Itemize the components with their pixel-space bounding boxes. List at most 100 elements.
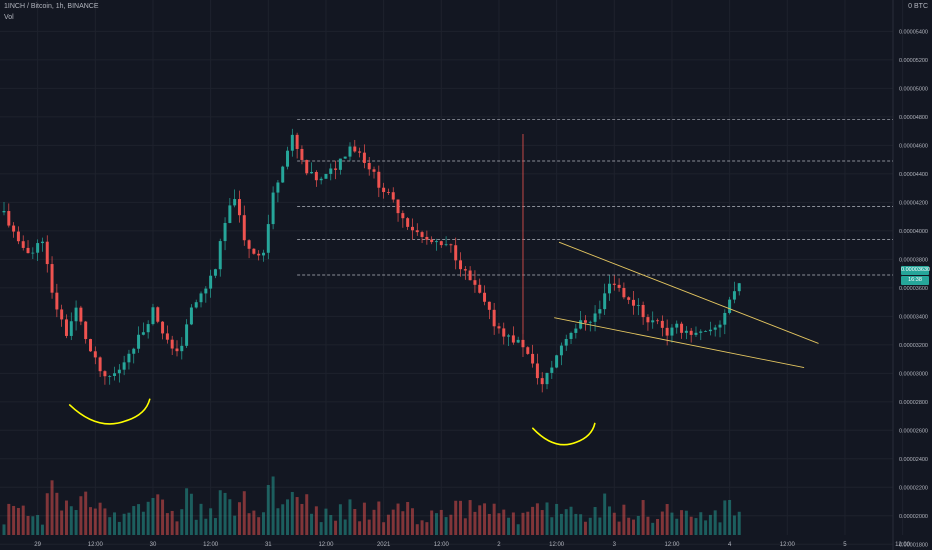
candle-body	[305, 159, 309, 174]
candle-body	[425, 236, 429, 240]
price-tick-label: 0.00004200	[899, 200, 928, 206]
time-tick-label: 12:00	[664, 542, 680, 548]
candle-body	[699, 331, 703, 333]
candle-body	[391, 192, 395, 200]
candle-body	[401, 213, 405, 219]
volume-bar	[708, 514, 712, 535]
volume-bar	[497, 513, 501, 535]
candle-body	[670, 327, 674, 336]
candle-body	[286, 150, 290, 167]
volume-bar	[113, 512, 117, 535]
last-price-badge: 0.00003630	[901, 266, 931, 275]
volume-bar	[627, 517, 631, 535]
candle-body	[31, 252, 35, 254]
volume-bar	[396, 503, 400, 535]
volume-bar	[64, 500, 68, 535]
volume-bar	[108, 517, 112, 535]
volume-bars	[2, 476, 741, 535]
candle-body	[656, 320, 660, 322]
candle-body	[728, 299, 732, 313]
price-tick-label: 0.00003000	[899, 371, 928, 377]
candle-body	[598, 309, 602, 314]
candle-body	[511, 335, 515, 343]
volume-bar	[454, 500, 458, 535]
volume-bar	[233, 515, 237, 535]
volume-bar	[161, 499, 165, 535]
chart-title: 1INCH / Bitcoin, 1h, BINANCE	[4, 3, 99, 10]
candle-body	[579, 320, 583, 329]
candle-body	[7, 211, 11, 226]
candle-body	[444, 244, 448, 246]
time-tick-label: 12:00	[780, 542, 796, 548]
price-tick-label: 0.00002000	[899, 514, 928, 520]
volume-bar	[151, 497, 155, 535]
volume-bar	[425, 522, 429, 535]
volume-bar	[704, 520, 708, 535]
volume-bar	[228, 499, 232, 535]
currency-label[interactable]: 0 BTC	[908, 3, 928, 10]
volume-bar	[728, 499, 732, 535]
candle-body	[247, 240, 251, 249]
time-tick-label: 31	[265, 542, 272, 548]
volume-bar	[531, 506, 535, 535]
candle-body	[113, 373, 117, 376]
volume-bar	[723, 500, 727, 535]
candle-body	[40, 241, 44, 244]
price-tick-label: 0.00005000	[899, 86, 928, 92]
hand-drawn-markers	[68, 398, 596, 446]
volume-bar	[137, 504, 141, 535]
volume-bar	[305, 494, 309, 535]
candle-body	[16, 231, 20, 242]
volume-bar	[386, 514, 390, 535]
volume-bar	[550, 517, 554, 535]
volume-bar	[622, 504, 626, 535]
candle-body	[550, 367, 554, 373]
candle-body	[93, 351, 97, 358]
time-tick-label: 2021	[377, 542, 391, 548]
volume-bar	[194, 519, 198, 535]
volume-bar	[694, 518, 698, 535]
candle-body	[617, 284, 621, 288]
volume-bar	[252, 510, 256, 535]
volume-bar	[84, 491, 88, 535]
price-tick-label: 0.00002200	[899, 485, 928, 491]
volume-bar	[358, 521, 362, 535]
candle-body	[627, 297, 631, 300]
countdown-badge: 16:38	[901, 276, 929, 285]
volume-bar	[593, 507, 597, 535]
candle-body	[680, 323, 684, 333]
candle-body	[170, 339, 174, 349]
volume-bar	[324, 508, 328, 535]
volume-bar	[204, 518, 208, 535]
volume-bar	[665, 504, 669, 535]
candle-body	[132, 348, 136, 354]
volume-bar	[89, 507, 92, 535]
candle-body	[262, 252, 265, 256]
volume-bar	[713, 510, 717, 535]
volume-bar	[607, 506, 611, 535]
candle-body	[531, 353, 535, 364]
candle-body	[603, 293, 607, 310]
volume-bar	[286, 499, 290, 535]
time-tick-label: 12:00	[549, 542, 565, 548]
candle-body	[545, 372, 549, 385]
trendline	[554, 317, 805, 369]
volume-bar	[170, 510, 174, 535]
candle-body	[146, 324, 150, 333]
candle-body	[266, 224, 270, 253]
candle-body	[689, 330, 693, 335]
candle-body	[660, 320, 664, 328]
volume-bar	[262, 512, 265, 535]
candle-body	[319, 178, 323, 181]
candle-body	[434, 241, 438, 243]
volume-bar	[473, 511, 477, 535]
candle-body	[718, 324, 722, 328]
time-tick-label: 12:00	[318, 542, 334, 548]
volume-bar	[314, 506, 318, 535]
time-tick-label: 12:00	[203, 542, 219, 548]
volume-bar	[603, 493, 607, 535]
candle-body	[36, 243, 40, 253]
volume-bar	[2, 524, 6, 535]
hand-drawn-arc	[532, 422, 596, 446]
